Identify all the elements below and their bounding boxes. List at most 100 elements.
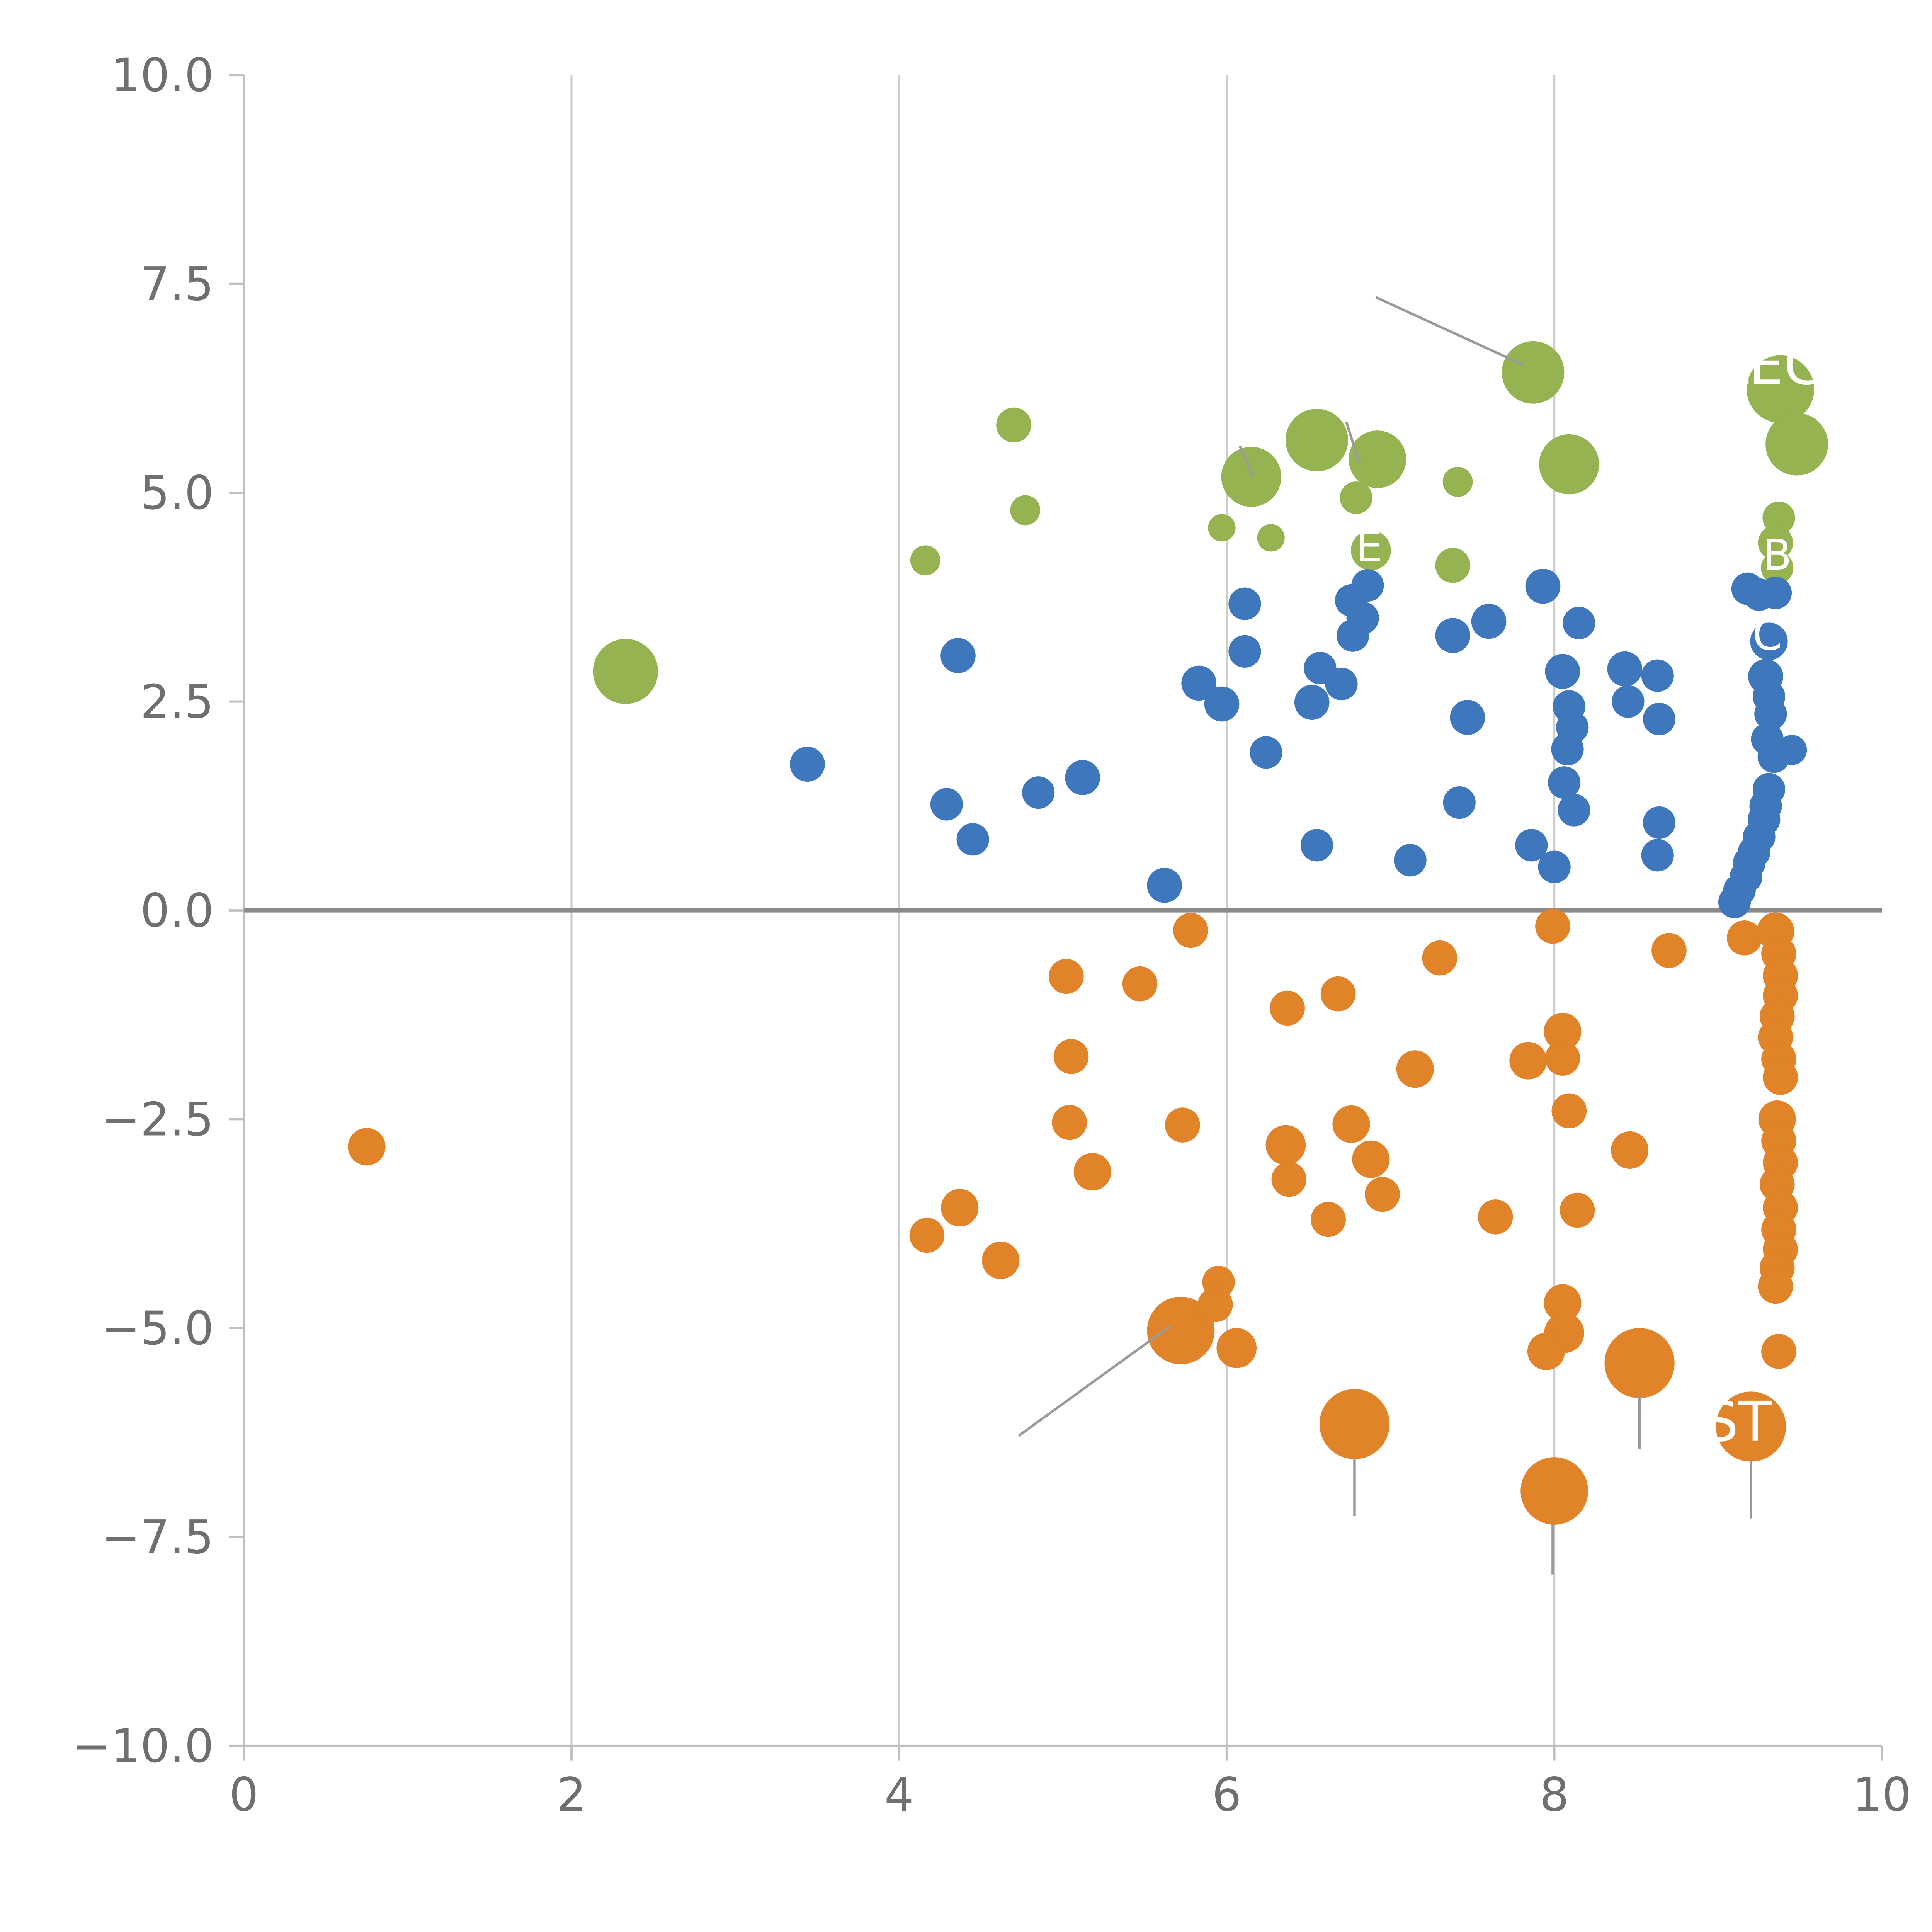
data-point-blue bbox=[1228, 587, 1261, 620]
data-point-blue bbox=[930, 788, 963, 821]
label-leader-line bbox=[1238, 445, 1254, 477]
data-point-orange bbox=[1560, 1192, 1595, 1228]
data-point-orange bbox=[1544, 1284, 1582, 1322]
data-point-blue bbox=[1759, 577, 1792, 609]
data-point-blue bbox=[1538, 850, 1571, 883]
point-label: B bbox=[1762, 530, 1791, 580]
data-point-orange bbox=[1365, 1177, 1400, 1212]
data-point-green bbox=[1286, 408, 1348, 471]
data-point-orange bbox=[1535, 908, 1570, 944]
data-point-blue bbox=[1443, 786, 1476, 819]
data-point-orange bbox=[1197, 1287, 1233, 1322]
data-point-orange bbox=[1527, 1332, 1565, 1370]
data-point-orange bbox=[1319, 1389, 1390, 1459]
x-tick-label: 10 bbox=[1852, 1768, 1911, 1822]
data-point-blue bbox=[1641, 659, 1674, 692]
data-point-blue bbox=[1643, 806, 1676, 839]
data-point-orange bbox=[1052, 1105, 1087, 1140]
x-tick-label: 4 bbox=[884, 1768, 914, 1822]
data-point-green bbox=[1257, 524, 1285, 552]
data-point-orange bbox=[1048, 959, 1084, 994]
data-point-blue bbox=[1643, 702, 1676, 736]
data-point-orange bbox=[1165, 1107, 1200, 1143]
data-point-orange bbox=[348, 1128, 386, 1166]
data-point-orange bbox=[1545, 1041, 1580, 1076]
y-tick-label: −7.5 bbox=[102, 1510, 214, 1564]
data-point-orange bbox=[1604, 1328, 1675, 1398]
x-tick-label: 0 bbox=[229, 1768, 259, 1822]
y-tick-label: −10.0 bbox=[72, 1719, 214, 1773]
x-tick-label: 6 bbox=[1212, 1768, 1242, 1822]
data-point-blue bbox=[1181, 665, 1216, 701]
point-label: C bbox=[1752, 611, 1782, 660]
data-point-orange bbox=[1761, 1334, 1796, 1369]
data-point-orange bbox=[1053, 1039, 1089, 1074]
data-point-orange bbox=[1396, 1050, 1434, 1088]
data-point-blue bbox=[1754, 697, 1787, 731]
data-point-orange bbox=[1073, 1153, 1111, 1191]
data-point-blue bbox=[1558, 794, 1590, 827]
data-point-orange bbox=[1147, 1297, 1215, 1364]
data-point-orange bbox=[1265, 1125, 1306, 1165]
data-point-blue bbox=[956, 823, 989, 856]
data-point-blue bbox=[1300, 829, 1333, 862]
data-point-blue bbox=[1250, 736, 1282, 769]
y-tick-label: 2.5 bbox=[140, 675, 214, 729]
data-point-blue bbox=[1204, 686, 1240, 722]
data-point-blue bbox=[1346, 602, 1379, 634]
y-tick-label: 0.0 bbox=[140, 884, 214, 938]
data-point-blue bbox=[1325, 668, 1358, 701]
data-point-green bbox=[1435, 548, 1471, 583]
data-point-orange bbox=[982, 1242, 1020, 1279]
y-tick-label: 10.0 bbox=[111, 49, 214, 102]
label-leader-line bbox=[1345, 421, 1361, 464]
data-point-green bbox=[910, 545, 940, 576]
data-point-blue bbox=[1607, 651, 1643, 687]
x-tick-label: 2 bbox=[557, 1768, 586, 1822]
point-label: ST bbox=[1704, 1390, 1772, 1454]
data-point-blue bbox=[1641, 839, 1674, 872]
data-point-green bbox=[1539, 434, 1599, 495]
data-point-orange bbox=[1758, 1269, 1793, 1304]
data-point-blue bbox=[1548, 766, 1581, 799]
data-point-blue bbox=[1228, 635, 1261, 668]
data-point-orange bbox=[1651, 933, 1687, 968]
data-point-blue bbox=[1450, 700, 1485, 735]
data-point-blue bbox=[1563, 607, 1595, 639]
data-point-orange bbox=[1271, 1162, 1307, 1197]
data-point-green bbox=[996, 407, 1031, 443]
label-leader-line bbox=[1018, 1324, 1172, 1437]
data-point-green bbox=[1208, 514, 1236, 542]
x-tick-label: 8 bbox=[1540, 1768, 1569, 1822]
point-label: E bbox=[1356, 522, 1383, 571]
point-label: LEG bbox=[1718, 333, 1827, 397]
data-point-blue bbox=[1394, 844, 1427, 877]
data-point-blue bbox=[1545, 654, 1580, 689]
data-point-green bbox=[1340, 481, 1372, 514]
data-point-orange bbox=[1727, 920, 1762, 956]
data-point-orange bbox=[1611, 1131, 1649, 1169]
data-point-green bbox=[1502, 341, 1565, 404]
data-point-green bbox=[1762, 501, 1795, 534]
data-point-blue bbox=[1294, 685, 1330, 720]
data-point-green bbox=[1761, 551, 1794, 584]
data-point-green bbox=[1010, 495, 1041, 526]
data-point-orange bbox=[1352, 1140, 1390, 1178]
data-point-green bbox=[1758, 525, 1793, 561]
data-point-orange bbox=[1763, 1060, 1798, 1095]
data-point-blue bbox=[1718, 886, 1751, 918]
data-point-orange bbox=[1270, 990, 1305, 1026]
data-point-blue bbox=[1065, 760, 1100, 795]
data-point-blue bbox=[1351, 569, 1384, 602]
data-point-blue bbox=[940, 638, 976, 673]
data-point-blue bbox=[1147, 867, 1182, 903]
label-leader-line bbox=[1375, 296, 1524, 366]
data-point-orange bbox=[1216, 1328, 1257, 1368]
data-point-orange bbox=[1173, 913, 1208, 948]
data-point-blue bbox=[1435, 618, 1471, 653]
data-point-green bbox=[1349, 430, 1406, 488]
data-point-orange bbox=[1332, 1105, 1370, 1143]
data-point-green bbox=[1747, 355, 1815, 423]
